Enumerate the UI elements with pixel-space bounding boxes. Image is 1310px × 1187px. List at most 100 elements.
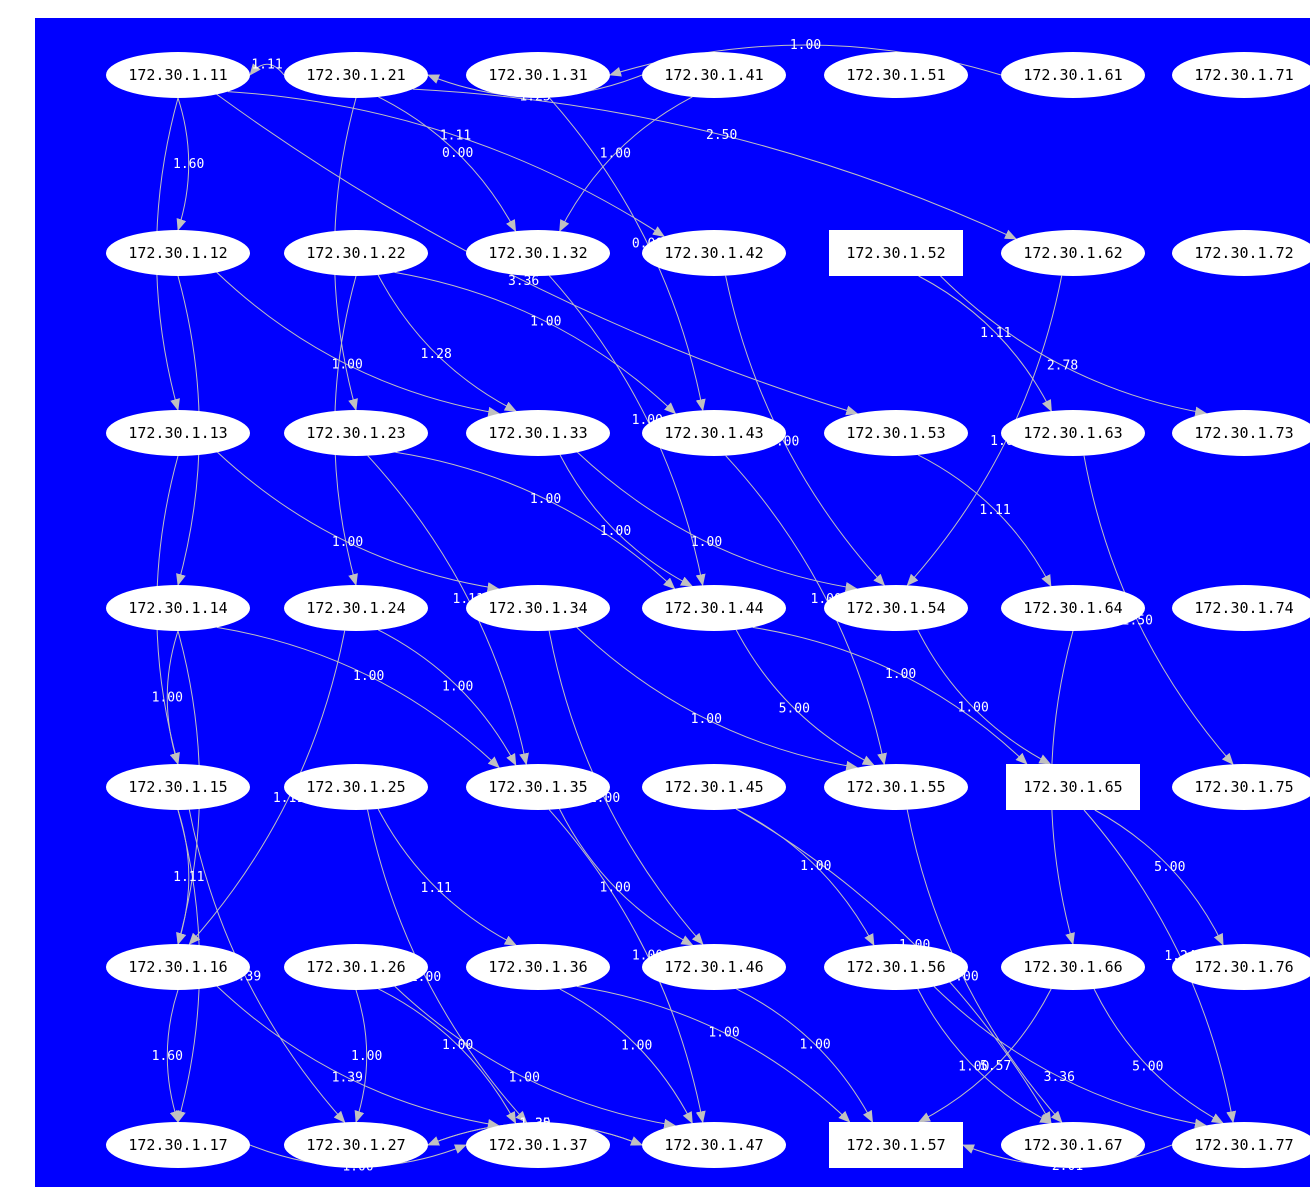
node-172-30-1-64[interactable]: 172.30.1.64 [1001, 585, 1145, 631]
node-ellipse[interactable] [106, 585, 250, 631]
node-ellipse[interactable] [642, 1122, 786, 1168]
node-172-30-1-22[interactable]: 172.30.1.22 [284, 230, 428, 276]
node-172-30-1-73[interactable]: 172.30.1.73 [1172, 410, 1310, 456]
node-ellipse[interactable] [466, 944, 610, 990]
node-ellipse[interactable] [1172, 585, 1310, 631]
node-ellipse[interactable] [1172, 764, 1310, 810]
node-ellipse[interactable] [284, 764, 428, 810]
node-172-30-1-12[interactable]: 172.30.1.12 [106, 230, 250, 276]
node-172-30-1-56[interactable]: 172.30.1.56 [824, 944, 968, 990]
node-ellipse[interactable] [284, 410, 428, 456]
node-172-30-1-11[interactable]: 172.30.1.11 [106, 52, 250, 98]
node-172-30-1-21[interactable]: 172.30.1.21 [284, 52, 428, 98]
node-ellipse[interactable] [642, 944, 786, 990]
node-172-30-1-76[interactable]: 172.30.1.76 [1172, 944, 1310, 990]
node-172-30-1-66[interactable]: 172.30.1.66 [1001, 944, 1145, 990]
node-172-30-1-27[interactable]: 172.30.1.27 [284, 1122, 428, 1168]
node-ellipse[interactable] [466, 52, 610, 98]
node-ellipse[interactable] [824, 52, 968, 98]
node-172-30-1-44[interactable]: 172.30.1.44 [642, 585, 786, 631]
node-172-30-1-24[interactable]: 172.30.1.24 [284, 585, 428, 631]
node-ellipse[interactable] [1001, 585, 1145, 631]
node-172-30-1-26[interactable]: 172.30.1.26 [284, 944, 428, 990]
node-172-30-1-23[interactable]: 172.30.1.23 [284, 410, 428, 456]
node-172-30-1-54[interactable]: 172.30.1.54 [824, 585, 968, 631]
node-172-30-1-62[interactable]: 172.30.1.62 [1001, 230, 1145, 276]
node-ellipse[interactable] [1001, 230, 1145, 276]
node-ellipse[interactable] [824, 944, 968, 990]
node-ellipse[interactable] [824, 585, 968, 631]
node-ellipse[interactable] [1172, 1122, 1310, 1168]
node-172-30-1-51[interactable]: 172.30.1.51 [824, 52, 968, 98]
node-172-30-1-16[interactable]: 172.30.1.16 [106, 944, 250, 990]
node-172-30-1-71[interactable]: 172.30.1.71 [1172, 52, 1310, 98]
node-ellipse[interactable] [1001, 410, 1145, 456]
node-172-30-1-14[interactable]: 172.30.1.14 [106, 585, 250, 631]
node-ellipse[interactable] [106, 944, 250, 990]
node-ellipse[interactable] [1001, 52, 1145, 98]
node-172-30-1-55[interactable]: 172.30.1.55 [824, 764, 968, 810]
node-ellipse[interactable] [642, 585, 786, 631]
node-box[interactable] [1006, 764, 1140, 810]
node-172-30-1-41[interactable]: 172.30.1.41 [642, 52, 786, 98]
node-ellipse[interactable] [466, 1122, 610, 1168]
node-ellipse[interactable] [824, 764, 968, 810]
node-172-30-1-43[interactable]: 172.30.1.43 [642, 410, 786, 456]
node-172-30-1-52[interactable]: 172.30.1.52 [829, 230, 963, 276]
node-ellipse[interactable] [284, 585, 428, 631]
node-ellipse[interactable] [642, 230, 786, 276]
node-172-30-1-65[interactable]: 172.30.1.65 [1006, 764, 1140, 810]
node-172-30-1-61[interactable]: 172.30.1.61 [1001, 52, 1145, 98]
node-172-30-1-34[interactable]: 172.30.1.34 [466, 585, 610, 631]
node-ellipse[interactable] [106, 1122, 250, 1168]
node-172-30-1-77[interactable]: 172.30.1.77 [1172, 1122, 1310, 1168]
node-box[interactable] [829, 230, 963, 276]
node-172-30-1-46[interactable]: 172.30.1.46 [642, 944, 786, 990]
node-172-30-1-32[interactable]: 172.30.1.32 [466, 230, 610, 276]
node-172-30-1-47[interactable]: 172.30.1.47 [642, 1122, 786, 1168]
node-172-30-1-42[interactable]: 172.30.1.42 [642, 230, 786, 276]
node-172-30-1-45[interactable]: 172.30.1.45 [642, 764, 786, 810]
node-172-30-1-53[interactable]: 172.30.1.53 [824, 410, 968, 456]
node-172-30-1-75[interactable]: 172.30.1.75 [1172, 764, 1310, 810]
node-ellipse[interactable] [466, 764, 610, 810]
node-ellipse[interactable] [1172, 410, 1310, 456]
node-172-30-1-31[interactable]: 172.30.1.31 [466, 52, 610, 98]
node-ellipse[interactable] [284, 944, 428, 990]
node-ellipse[interactable] [466, 230, 610, 276]
node-ellipse[interactable] [284, 1122, 428, 1168]
node-ellipse[interactable] [284, 52, 428, 98]
node-ellipse[interactable] [466, 410, 610, 456]
node-ellipse[interactable] [1172, 230, 1310, 276]
node-172-30-1-57[interactable]: 172.30.1.57 [829, 1122, 963, 1168]
node-172-30-1-36[interactable]: 172.30.1.36 [466, 944, 610, 990]
node-172-30-1-63[interactable]: 172.30.1.63 [1001, 410, 1145, 456]
node-ellipse[interactable] [106, 230, 250, 276]
node-172-30-1-17[interactable]: 172.30.1.17 [106, 1122, 250, 1168]
node-ellipse[interactable] [1172, 944, 1310, 990]
node-172-30-1-13[interactable]: 172.30.1.13 [106, 410, 250, 456]
node-ellipse[interactable] [1001, 1122, 1145, 1168]
edge-weight-label: 1.00 [351, 1049, 382, 1064]
node-ellipse[interactable] [824, 410, 968, 456]
node-ellipse[interactable] [106, 52, 250, 98]
node-ellipse[interactable] [642, 764, 786, 810]
node-172-30-1-72[interactable]: 172.30.1.72 [1172, 230, 1310, 276]
node-172-30-1-35[interactable]: 172.30.1.35 [466, 764, 610, 810]
node-ellipse[interactable] [1001, 944, 1145, 990]
node-172-30-1-15[interactable]: 172.30.1.15 [106, 764, 250, 810]
node-ellipse[interactable] [466, 585, 610, 631]
node-172-30-1-37[interactable]: 172.30.1.37 [466, 1122, 610, 1168]
node-ellipse[interactable] [106, 764, 250, 810]
node-box[interactable] [829, 1122, 963, 1168]
node-ellipse[interactable] [1172, 52, 1310, 98]
node-ellipse[interactable] [642, 52, 786, 98]
node-172-30-1-25[interactable]: 172.30.1.25 [284, 764, 428, 810]
node-ellipse[interactable] [284, 230, 428, 276]
node-172-30-1-33[interactable]: 172.30.1.33 [466, 410, 610, 456]
node-ellipse[interactable] [106, 410, 250, 456]
node-ellipse[interactable] [642, 410, 786, 456]
node-172-30-1-74[interactable]: 172.30.1.74 [1172, 585, 1310, 631]
node-label: 172.30.1.56 [846, 958, 945, 976]
node-172-30-1-67[interactable]: 172.30.1.67 [1001, 1122, 1145, 1168]
